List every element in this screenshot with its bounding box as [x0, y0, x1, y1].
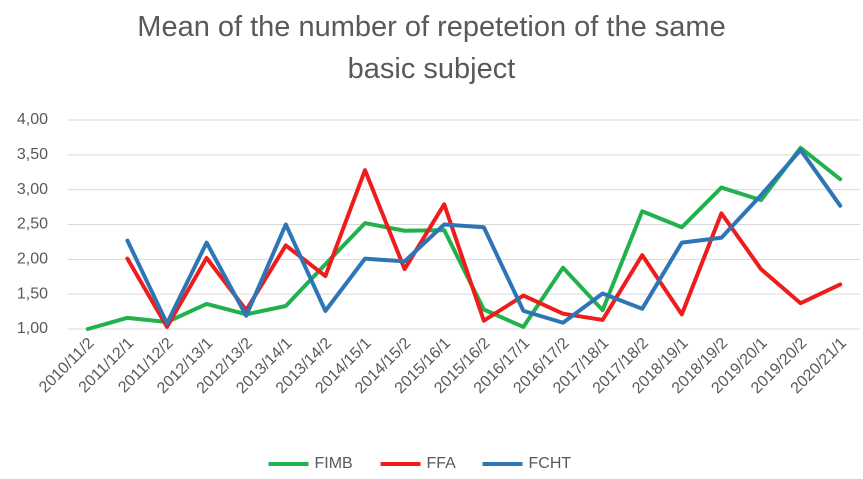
series-line	[125, 147, 843, 326]
y-tick-label: 2,50	[17, 216, 48, 233]
series-line	[85, 145, 843, 331]
legend-label: FIMB	[315, 455, 353, 472]
y-tick-label: 1,00	[17, 320, 48, 337]
y-tick-label: 2,00	[17, 251, 48, 268]
y-tick-label: 3,50	[17, 146, 48, 163]
series-line	[125, 168, 843, 329]
chart-title: Mean of the number of repetetion of the …	[137, 11, 726, 85]
y-tick-label: 1,50	[17, 285, 48, 302]
legend-label: FCHT	[529, 455, 572, 472]
y-tick-label: 4,00	[17, 111, 48, 128]
legend-label: FFA	[427, 455, 457, 472]
y-tick-label: 3,00	[17, 181, 48, 198]
